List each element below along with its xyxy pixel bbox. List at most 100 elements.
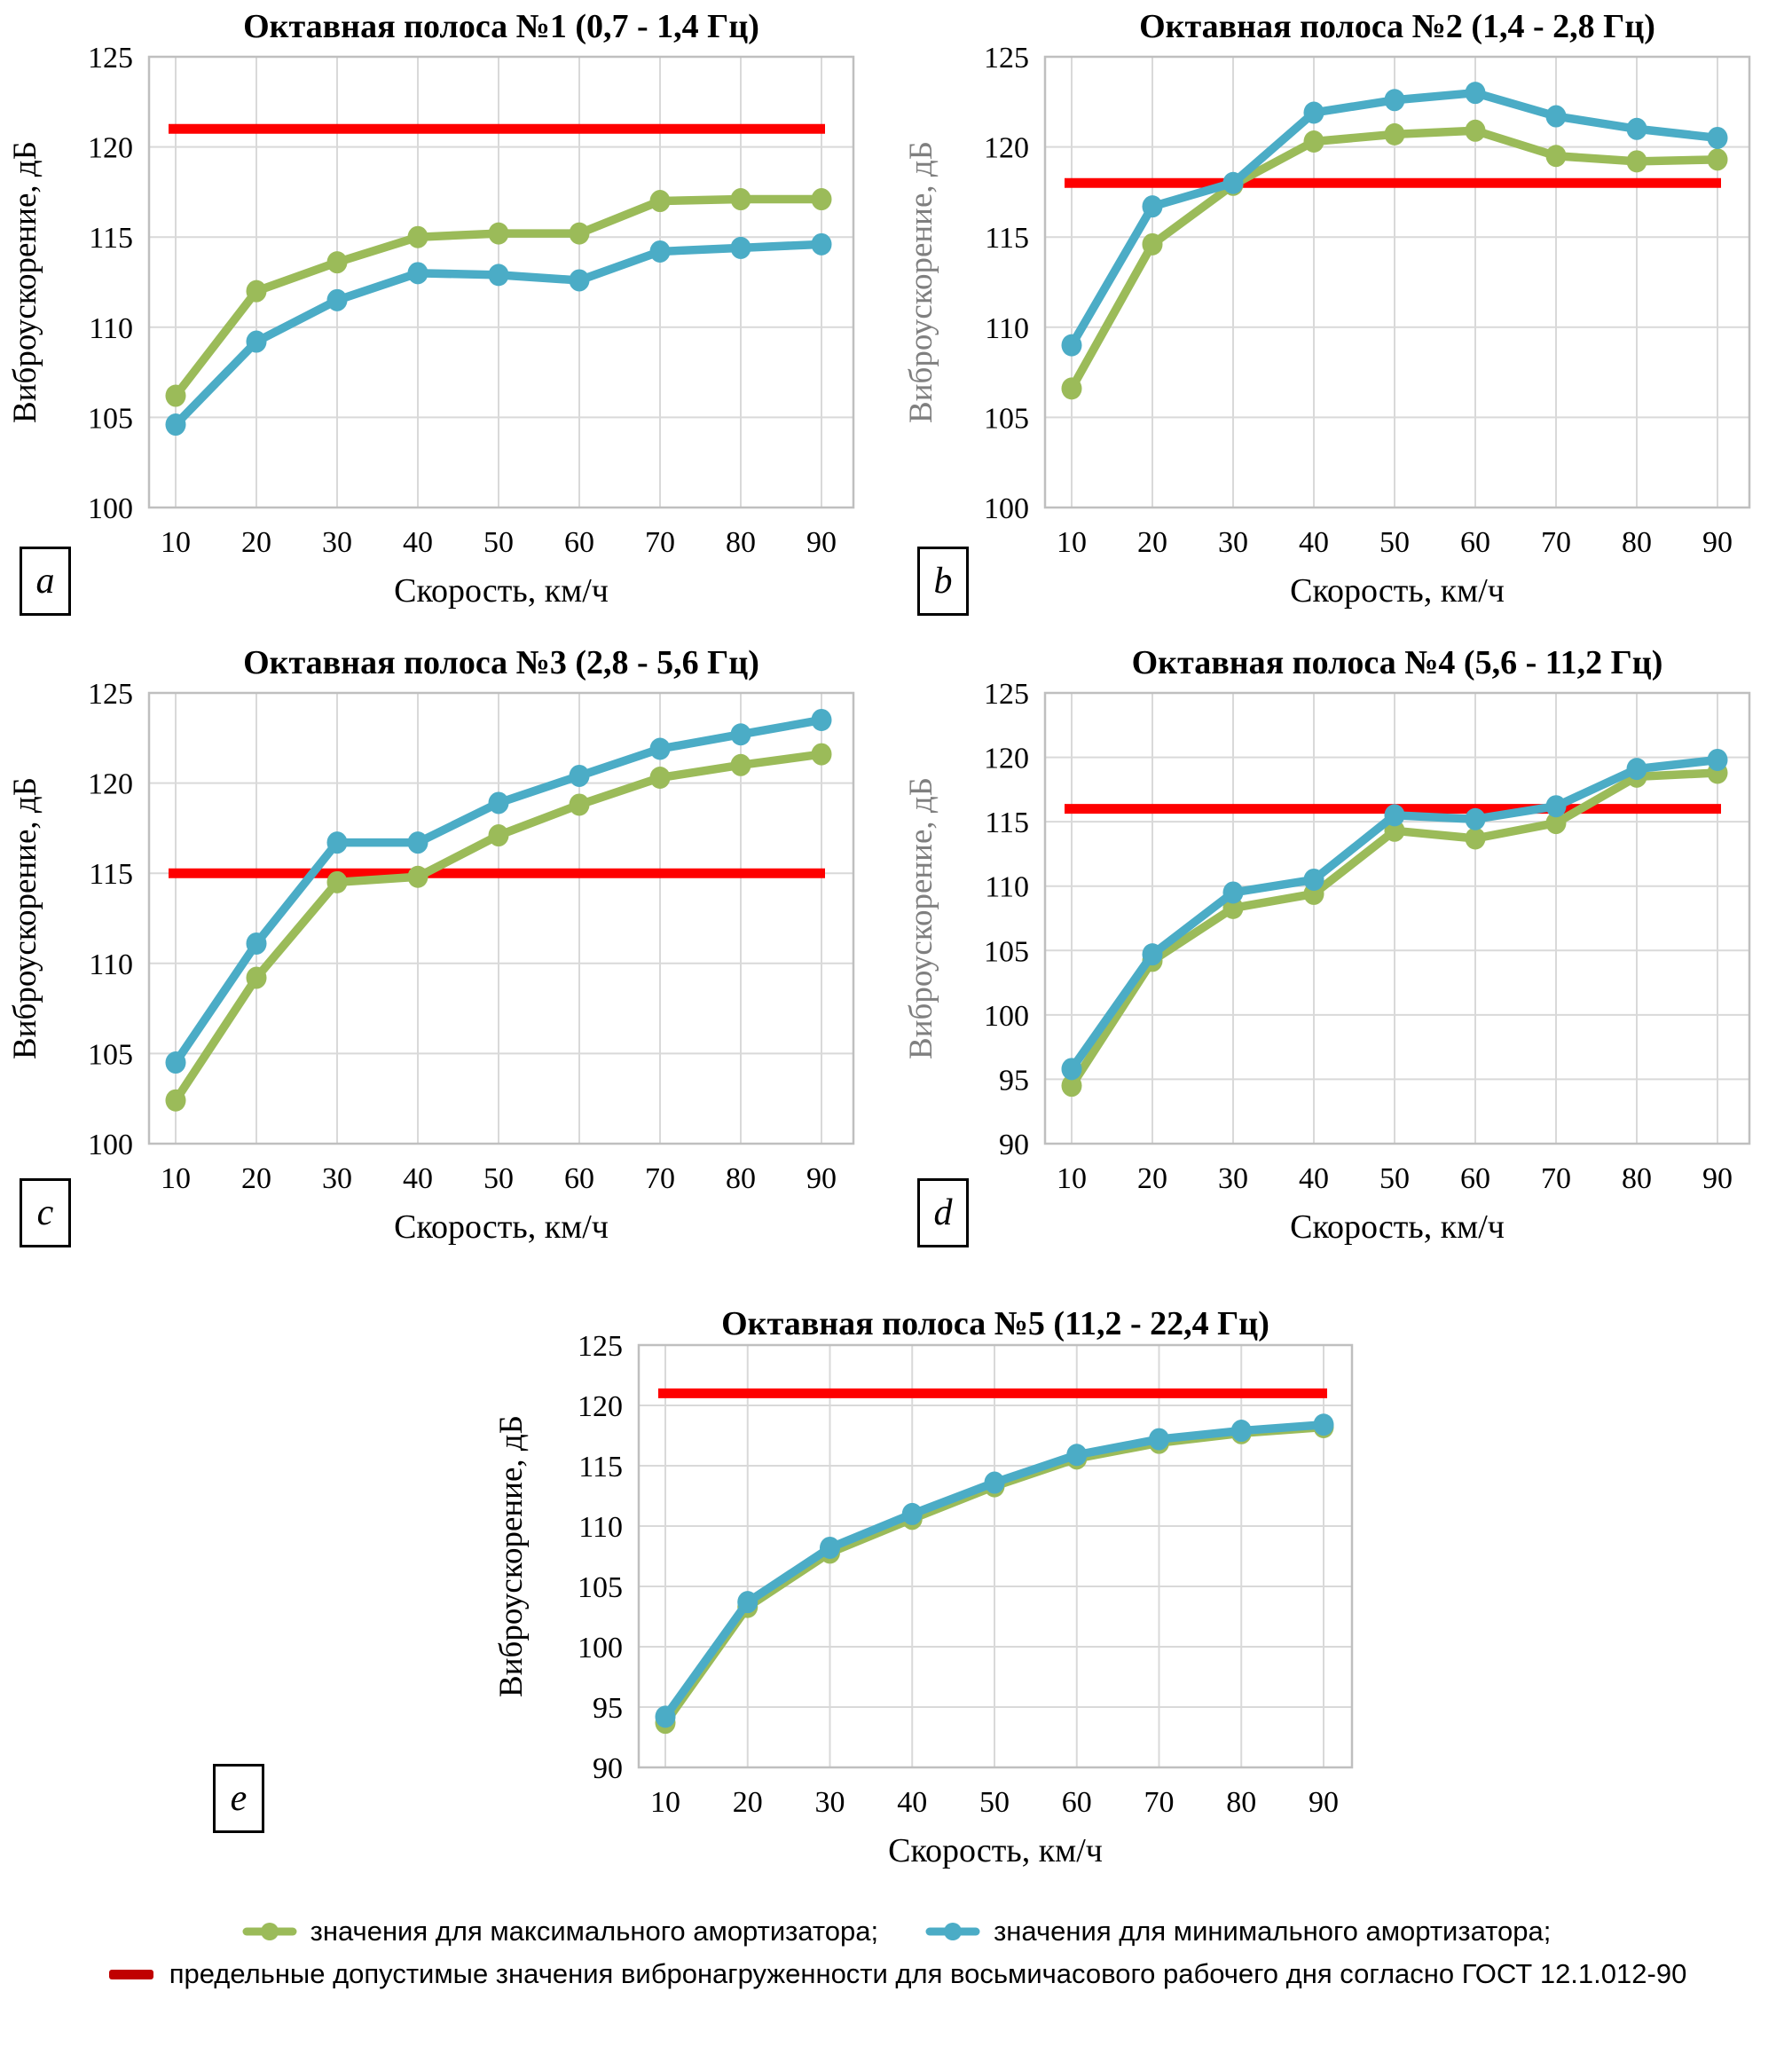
series-min-marker <box>1384 804 1405 827</box>
series-max-marker <box>1384 122 1405 146</box>
x-tick-label: 60 <box>1460 1162 1490 1195</box>
y-tick-label: 120 <box>578 1390 623 1423</box>
x-tick-label: 70 <box>1541 1162 1571 1195</box>
series-min-marker <box>1142 943 1163 966</box>
x-tick-label: 50 <box>1379 1162 1410 1195</box>
x-tick-label: 40 <box>1299 526 1329 559</box>
series-min-marker <box>737 1591 758 1614</box>
series-min-marker <box>1303 868 1324 891</box>
y-tick-label: 125 <box>984 42 1029 75</box>
series-min-marker <box>1303 101 1324 124</box>
x-tick-label: 40 <box>403 526 433 559</box>
x-tick-label: 90 <box>1702 526 1733 559</box>
series-min-marker <box>730 236 751 259</box>
series-min-marker <box>1230 1420 1252 1443</box>
chart-title: Октавная полоса №5 (11,2 - 22,4 Гц) <box>721 1305 1269 1342</box>
y-tick-label: 105 <box>88 1038 133 1071</box>
series-min-marker <box>326 831 348 854</box>
series-max-marker <box>649 767 671 790</box>
series-min-marker <box>1313 1413 1334 1436</box>
plot-border <box>147 691 855 1145</box>
y-axis-title: Виброускорение, дБ <box>7 777 43 1059</box>
series-min-marker <box>901 1502 923 1525</box>
chart-title: Октавная полоса №4 (5,6 - 11,2 Гц) <box>1132 644 1663 681</box>
chart-octave-band-4-plot: 90 95 100 105 110 115 120 125 10 20 30 40 50 60 70 80 90… <box>903 644 1751 1246</box>
x-axis-title: Скорость, км/ч <box>394 1208 609 1246</box>
chart-octave-band-2: 100 105 110 115 120 125 10 20 30 40 50 60 70 80 90 Окта… <box>896 0 1792 636</box>
panel-label-e: e <box>213 1764 264 1833</box>
chart-title: Октавная полоса №1 (0,7 - 1,4 Гц) <box>243 8 759 45</box>
x-axis-title: Скорость, км/ч <box>1290 1208 1505 1246</box>
x-tick-label: 20 <box>241 1162 271 1195</box>
series-min-marker <box>1626 117 1647 140</box>
y-tick-label: 110 <box>578 1511 623 1544</box>
x-tick-label: 30 <box>322 526 352 559</box>
y-tick-label: 95 <box>999 1064 1029 1097</box>
x-tick-label: 20 <box>1137 526 1167 559</box>
series-max-marker <box>1384 819 1405 842</box>
x-tick-label: 60 <box>1460 526 1490 559</box>
plot-border <box>147 55 855 509</box>
series-min-marker <box>1626 758 1647 781</box>
series-min-marker <box>1465 807 1486 830</box>
x-tick-label: 20 <box>1137 1162 1167 1195</box>
series-min-marker <box>246 330 267 353</box>
chart-octave-band-5-plot: 90 95 100 105 110 115 120 125 10 20 30 40 50 60 70 80 90… <box>493 1305 1354 1869</box>
y-tick-label: 115 <box>89 858 133 891</box>
series-max-marker <box>246 966 267 989</box>
y-tick-label: 105 <box>88 402 133 435</box>
x-tick-label: 50 <box>1379 526 1410 559</box>
x-tick-label: 10 <box>650 1786 680 1819</box>
series-min-marker <box>488 264 509 287</box>
panel-label-c-text: c <box>36 1192 54 1233</box>
series-min-marker <box>1142 195 1163 218</box>
legend: значения для максимального амортизатора;… <box>0 1916 1792 1990</box>
series-min-marker <box>655 1705 676 1728</box>
x-tick-label: 70 <box>645 526 675 559</box>
series-min-marker <box>730 723 751 746</box>
y-tick-label: 90 <box>593 1752 623 1785</box>
x-tick-label: 70 <box>1541 526 1571 559</box>
series-max-marker <box>407 865 428 888</box>
legend-label-min: значения для минимального амортизатора; <box>994 1916 1552 1947</box>
series-min-marker <box>649 240 671 263</box>
series-min-marker <box>811 708 832 731</box>
panel-label-d: d <box>917 1178 969 1247</box>
x-tick-label: 80 <box>1622 1162 1652 1195</box>
y-tick-label: 105 <box>578 1571 623 1604</box>
y-axis-title: Виброускорение, дБ <box>903 777 939 1059</box>
series-max-marker <box>569 793 590 816</box>
series-max-marker <box>1061 377 1082 400</box>
y-tick-label: 90 <box>999 1129 1029 1161</box>
panel-label-b: b <box>917 547 969 616</box>
y-tick-label: 120 <box>88 132 133 165</box>
x-tick-label: 80 <box>1226 1786 1256 1819</box>
y-tick-label: 120 <box>984 132 1029 165</box>
y-tick-label: 100 <box>984 1000 1029 1033</box>
y-axis-title: Виброускорение, дБ <box>7 141 43 423</box>
charts-row-1: 100 105 110 115 120 125 10 20 30 40 50 60 70 80 90 Окта… <box>0 0 1792 636</box>
charts-row-2: 100 105 110 115 120 125 10 20 30 40 50 60 70 80 90 Окта… <box>0 636 1792 1272</box>
legend-label-max: значения для максимального амортизатора; <box>310 1916 879 1947</box>
series-min-marker <box>1222 881 1244 904</box>
x-tick-label: 10 <box>1057 1162 1087 1195</box>
y-tick-label: 125 <box>578 1330 623 1363</box>
y-tick-label: 115 <box>578 1451 623 1483</box>
y-tick-label: 125 <box>88 42 133 75</box>
x-tick-label: 70 <box>645 1162 675 1195</box>
series-max-marker <box>811 188 832 211</box>
x-tick-label: 40 <box>897 1786 927 1819</box>
series-min-marker <box>649 737 671 760</box>
series-max-marker <box>730 753 751 776</box>
x-tick-label: 50 <box>979 1786 1010 1819</box>
x-tick-label: 60 <box>564 1162 594 1195</box>
chart-octave-band-4: 90 95 100 105 110 115 120 125 10 20 30 40 50 60 70 80 90… <box>896 636 1792 1272</box>
chart-octave-band-2-plot: 100 105 110 115 120 125 10 20 30 40 50 60 70 80 90 Окта… <box>903 8 1751 610</box>
series-max-marker <box>488 222 509 245</box>
series-max-marker <box>649 190 671 213</box>
series-max-marker <box>1707 148 1728 171</box>
chart-octave-band-1: 100 105 110 115 120 125 10 20 30 40 50 60 70 80 90 Окта… <box>0 0 896 636</box>
x-tick-label: 50 <box>483 1162 514 1195</box>
chart-octave-band-5: 90 95 100 105 110 115 120 125 10 20 30 40 50 60 70 80 90… <box>373 1299 1393 1903</box>
y-axis-title: Виброускорение, дБ <box>903 141 939 423</box>
